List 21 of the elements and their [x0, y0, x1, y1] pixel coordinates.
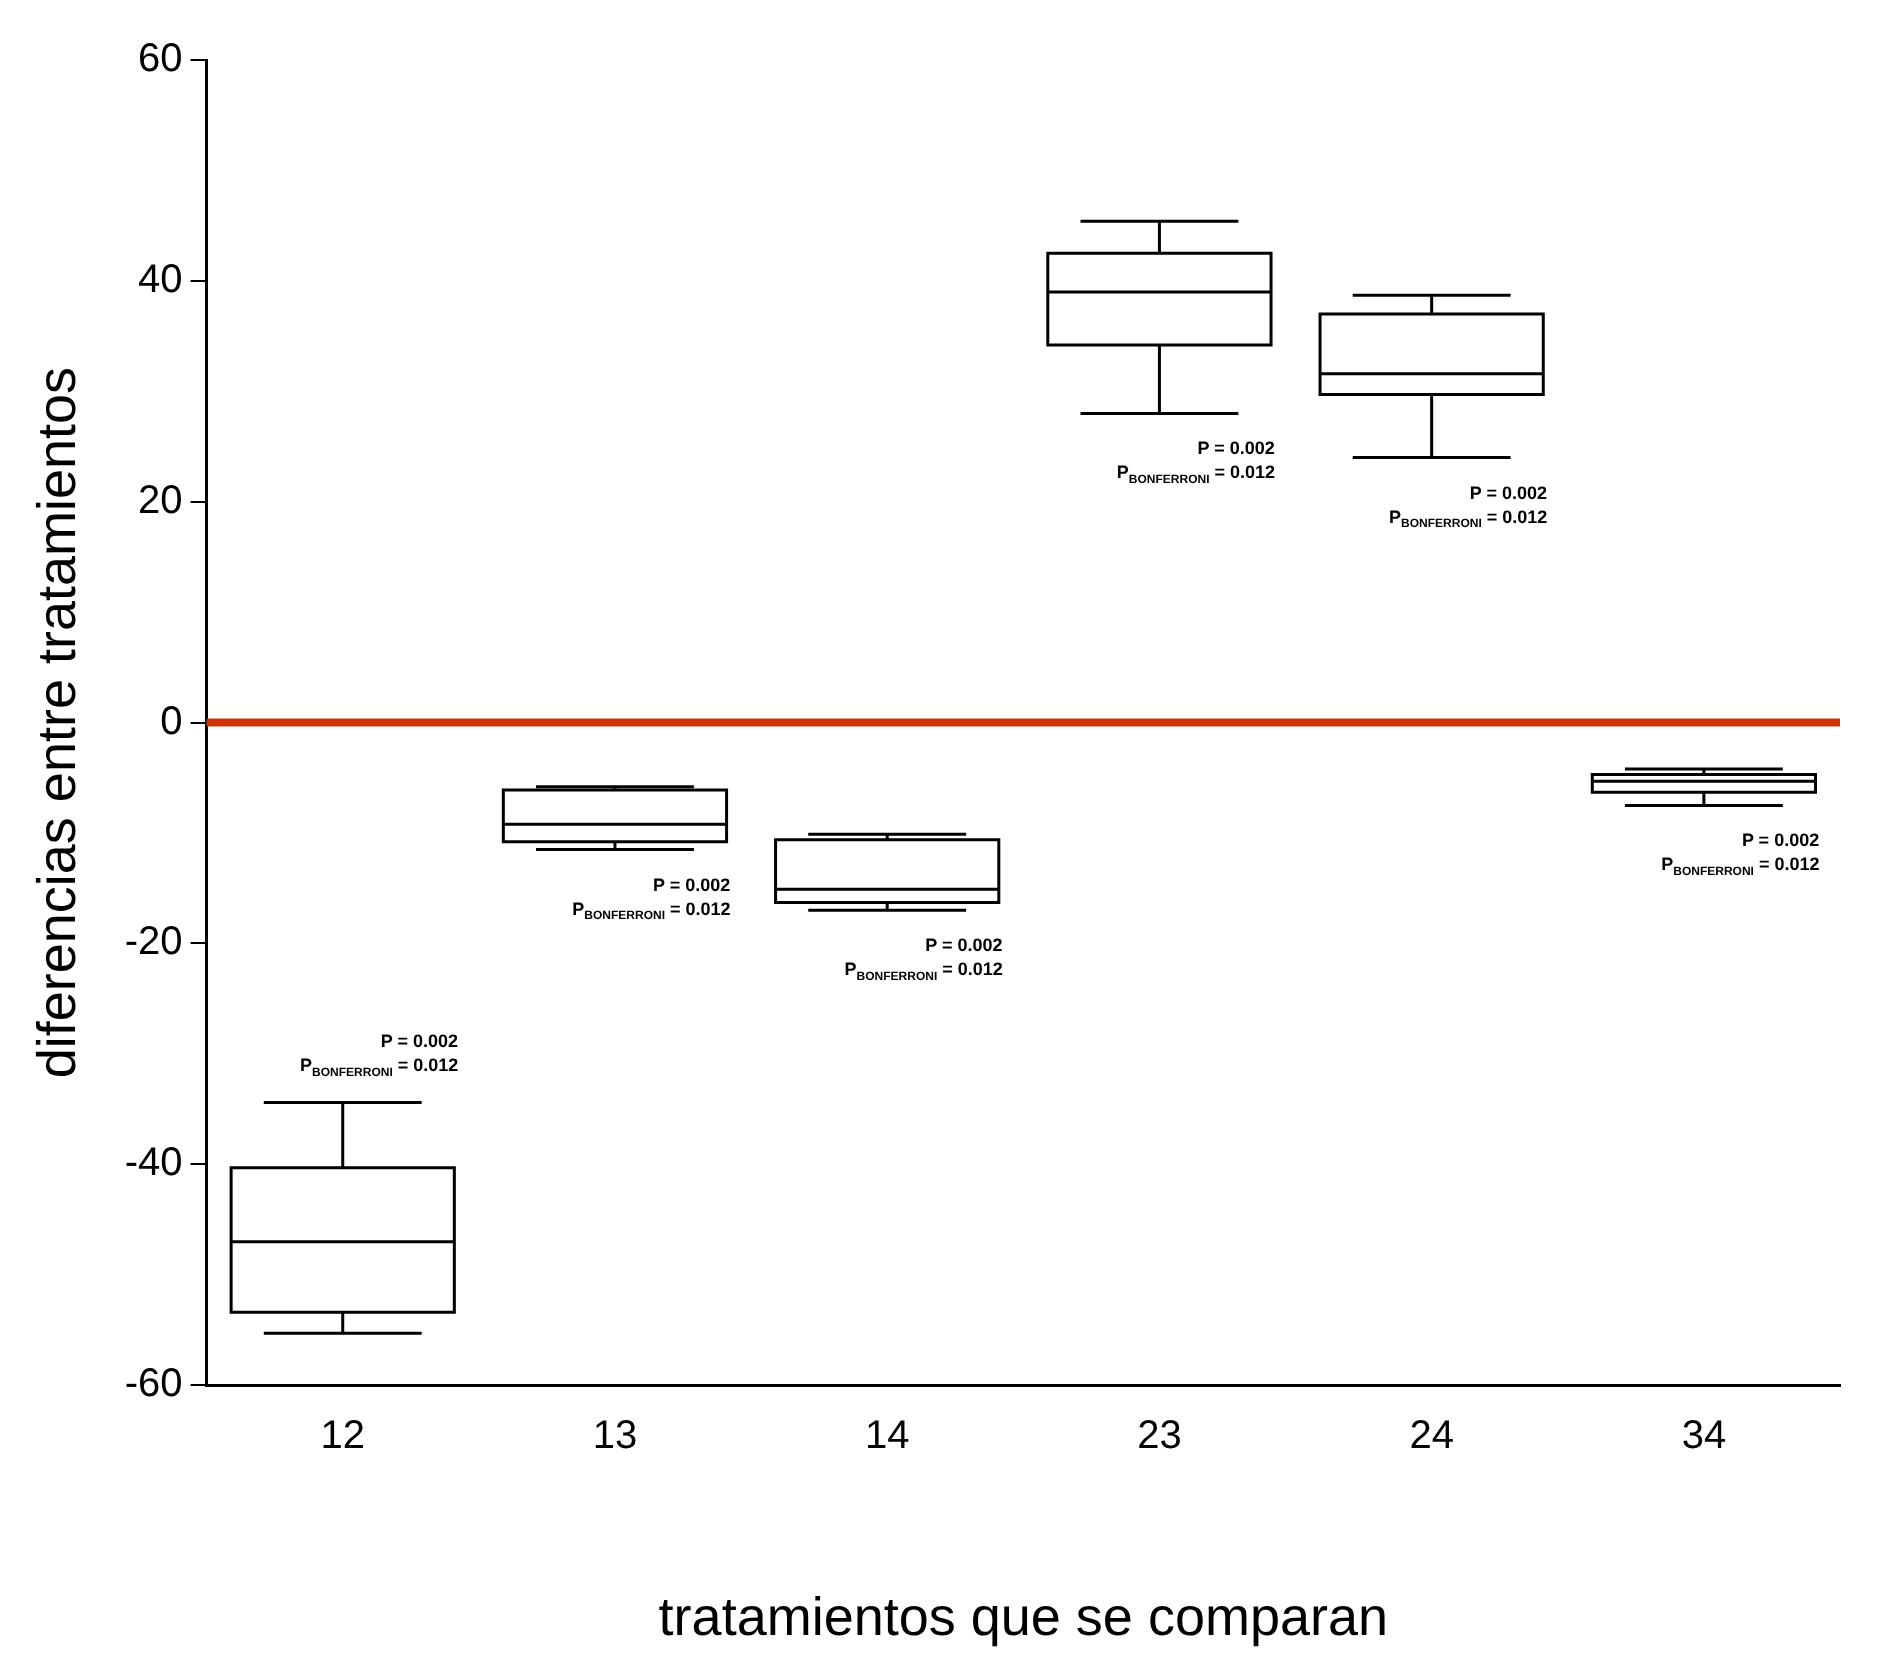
- annotation: P = 0.002: [1741, 830, 1820, 851]
- annotation: P = 0.002: [380, 1031, 459, 1052]
- x-tick-label: 34: [1681, 1414, 1727, 1459]
- y-axis-title: diferencias entre tratamientos: [27, 366, 88, 1079]
- x-tick-label: 24: [1409, 1414, 1454, 1459]
- x-tick-label: 13: [592, 1414, 638, 1459]
- annotation: P = 0.002: [653, 874, 731, 895]
- y-tick-label: 40: [138, 257, 183, 302]
- x-axis-title: tratamientos que se comparan: [658, 1586, 1389, 1647]
- y-tick-label: 20: [138, 478, 183, 523]
- x-tick-label: 14: [864, 1414, 910, 1459]
- y-tick-label: -20: [124, 920, 183, 965]
- x-tick-label: 12: [320, 1414, 365, 1459]
- y-tick-label: -40: [124, 1141, 183, 1186]
- annotation: P = 0.002: [1197, 438, 1275, 459]
- y-tick-label: -60: [124, 1362, 183, 1407]
- x-tick-label: 23: [1137, 1414, 1182, 1459]
- y-tick-label: 0: [160, 699, 183, 744]
- y-tick-label: 60: [138, 37, 183, 82]
- annotation: P = 0.002: [1469, 482, 1547, 503]
- annotation: P = 0.002: [925, 935, 1003, 956]
